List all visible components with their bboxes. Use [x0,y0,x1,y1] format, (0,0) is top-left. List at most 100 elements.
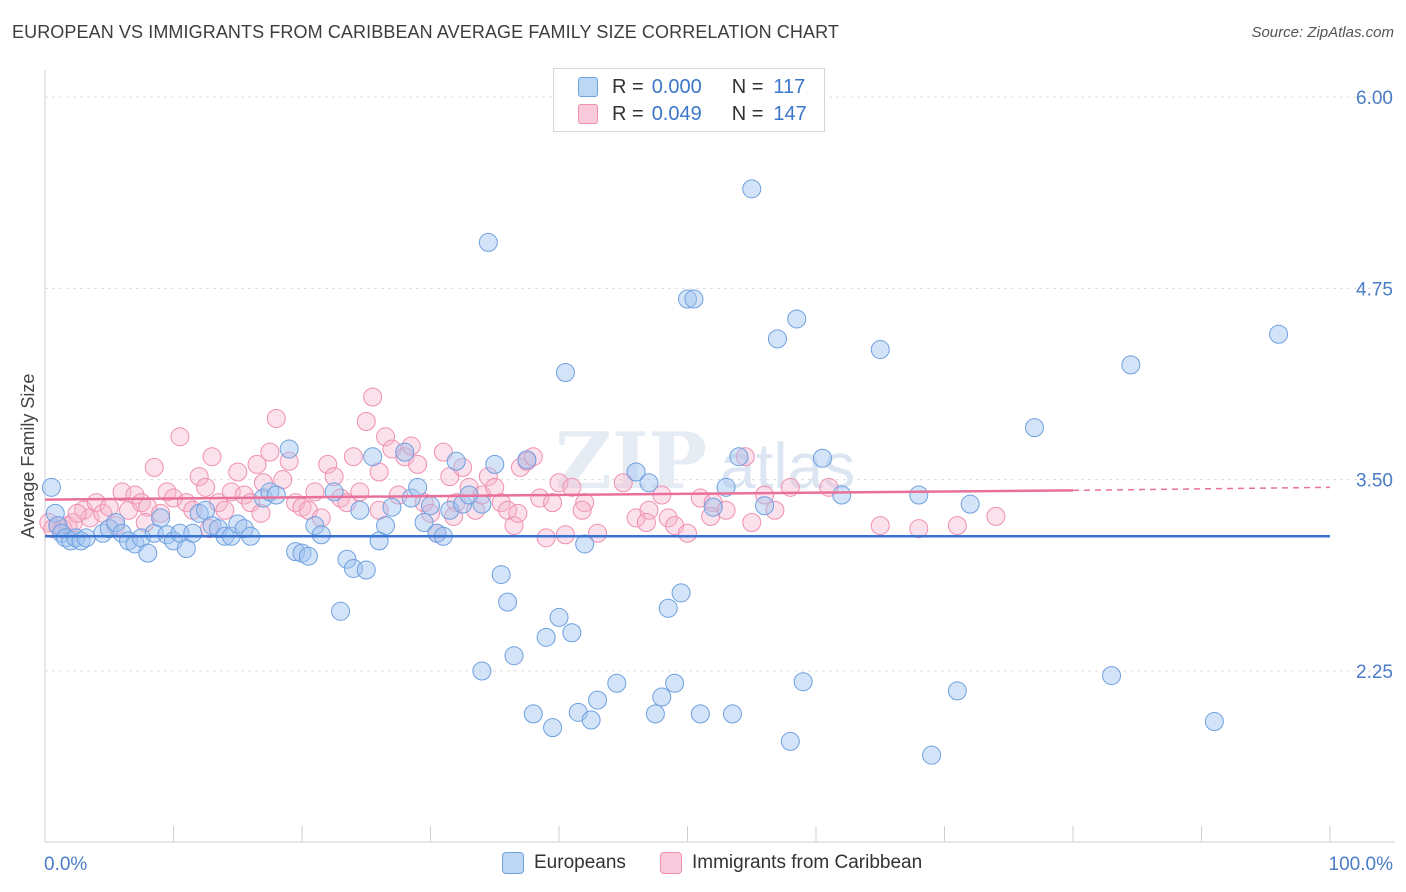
european-point [45,503,65,523]
bottom-legend-europeans-label: Europeans [534,852,626,873]
source-label: Source: ZipAtlas.com [1251,24,1394,41]
european-point [472,661,492,681]
european-point [421,496,440,516]
european-point [665,673,685,693]
european-point [106,513,126,533]
european-point [408,477,428,497]
european-point [446,451,466,471]
european-point [491,565,511,585]
caribbean-point [251,503,271,523]
y-tick-label: 3.50 [1356,471,1393,492]
european-point [722,704,742,724]
caribbean-point [376,427,396,447]
caribbean-point [588,523,608,543]
caribbean-point [433,442,453,462]
european-point [652,687,672,707]
y-axis-label: Average Family Size [18,374,38,539]
caribbean-point [504,516,524,536]
european-point [549,607,569,627]
caribbean-point [658,508,678,528]
european-point [41,477,61,497]
european-point [395,442,415,462]
european-point [588,690,608,710]
bottom-legend-caribbean: Immigrants from Caribbean [660,852,922,874]
caribbean-point [363,387,383,407]
caribbean-point [112,482,132,502]
european-point [1269,324,1289,344]
bottom-legend-europeans: Europeans [502,852,626,874]
legend-swatch-pink [578,104,598,124]
caribbean-point [508,503,528,523]
european-point [266,485,286,505]
european-point [66,528,86,548]
caribbean-point [388,485,408,505]
caribbean-point [215,500,235,520]
european-point [76,528,96,548]
correlation-legend: R = 0.000 N = 117 R = 0.049 N = 147 [553,68,825,132]
european-point [112,523,132,543]
european-point [742,179,762,199]
y-tick-label: 6.00 [1356,88,1393,109]
caribbean-point [613,473,633,493]
caribbean-point [311,508,331,528]
european-point [703,497,723,517]
caribbean-point [67,503,87,523]
european-point [356,560,376,580]
caribbean-point [318,454,338,474]
european-point [485,454,505,474]
european-point [870,340,890,360]
european-point [382,497,402,517]
caribbean-point [735,447,755,467]
european-point [555,363,575,383]
european-point [581,710,601,730]
caribbean-point [151,503,171,523]
european-point [183,523,203,543]
bottom-legend-caribbean-label: Immigrants from Caribbean [692,852,923,873]
european-point [626,462,646,482]
legend-row-caribbean: R = 0.049 N = 147 [578,102,807,126]
y-tick-label: 2.25 [1356,662,1393,683]
caribbean-point [343,447,363,467]
legend-n-value: 147 [773,102,807,125]
legend-r-value: 0.049 [651,102,702,125]
european-point [1102,666,1122,686]
legend-n-value: 117 [773,75,806,98]
european-point [716,477,736,497]
european-point [279,439,299,459]
legend-swatch-blue [578,77,598,97]
european-point [305,516,325,536]
caribbean-point [986,506,1006,526]
caribbean-point [909,519,929,539]
european-point [138,543,158,563]
caribbean-point [636,513,656,533]
european-point [1024,418,1044,438]
european-point [960,494,980,514]
european-point [729,447,749,467]
caribbean-point [947,516,967,536]
caribbean-point [478,467,498,487]
european-point [376,516,396,536]
caribbean-point [324,467,344,487]
european-point [832,485,852,505]
european-point [639,473,659,493]
european-point [56,528,76,548]
caribbean-point [196,477,216,497]
european-point [684,289,704,309]
bottom-legend-blue-swatch [502,852,524,874]
caribbean-point [870,516,890,536]
legend-n-label: N = [731,75,764,98]
caribbean-point [742,513,762,533]
caribbean-point [266,408,286,428]
caribbean-point [678,523,697,543]
caribbean-point [247,454,267,474]
regression-lines [44,486,1331,538]
european-point [440,500,460,520]
caribbean-point [228,462,248,482]
european-point [780,731,800,751]
european-point [1121,355,1141,375]
caribbean-point [536,528,556,548]
european-point [658,598,678,618]
caribbean-point [572,500,592,520]
legend-r-value: 0.000 [651,75,702,98]
